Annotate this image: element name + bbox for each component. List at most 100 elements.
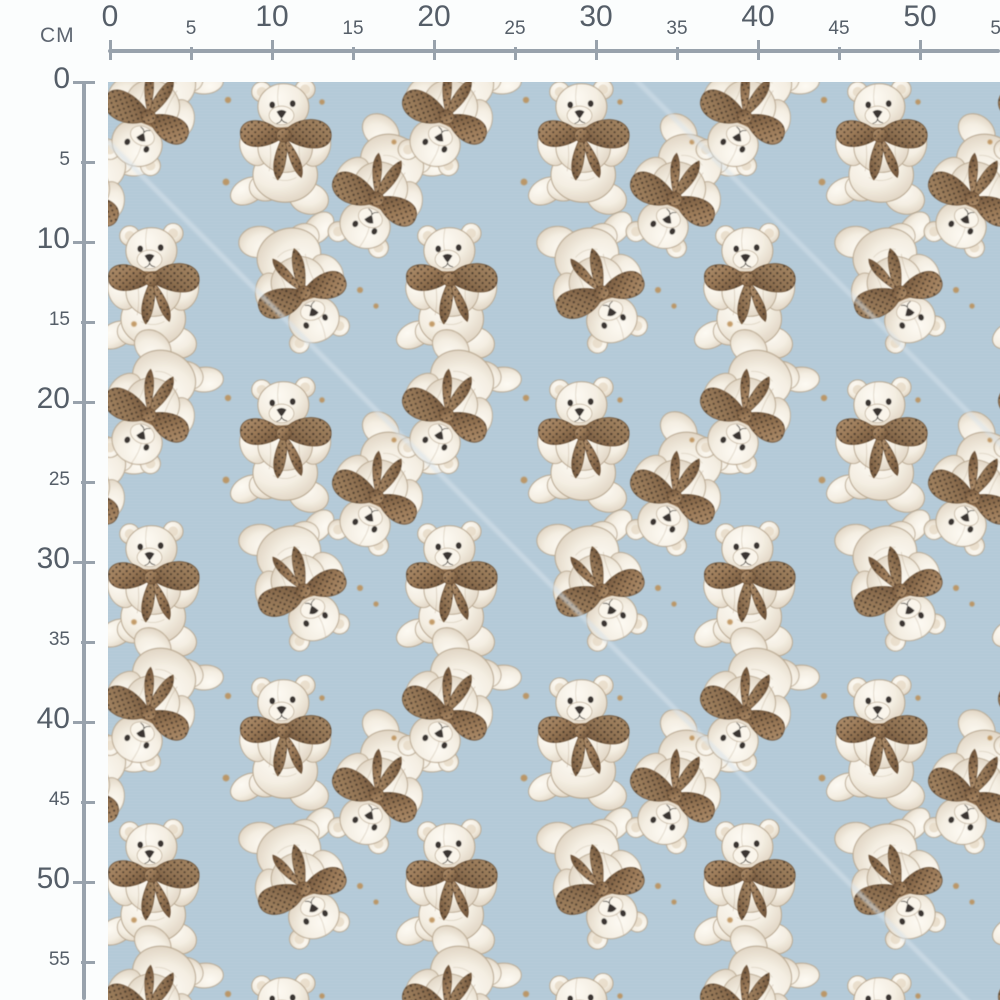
fabric-speck [224,692,232,700]
vertical-ruler-rail [82,82,86,1000]
fabric-speck [689,437,695,443]
fabric-speck [820,96,828,104]
teddy-bear-motif [327,113,452,259]
fabric-speck [131,321,137,327]
teddy-bear-motif [694,818,796,955]
horizontal-ruler-rail [108,49,1000,53]
ruler-label-v-15: 15 [48,309,70,330]
ruler-tick-h-35 [676,47,679,60]
fabric-speck [727,619,733,625]
ruler-tick-v-55 [81,961,95,964]
fabric-speck [520,476,528,484]
ruler-label-v-35: 35 [48,629,70,650]
ruler-tick-h-5 [190,47,193,60]
fabric-speck [915,397,921,403]
fabric-speck [391,437,397,443]
teddy-bear-motif [230,376,332,513]
ruler-label-h-15: 15 [342,18,364,39]
teddy-bear-motif [108,818,200,955]
teddy-bear-motif [992,916,1000,946]
fabric-speck [987,139,993,145]
teddy-bear-motif [826,674,928,811]
fabric-speck [522,990,530,998]
teddy-bear-layer [108,82,1000,1000]
ruler-label-h-50: 50 [903,0,937,33]
fabric-speck [969,601,975,607]
ruler-tick-v-15 [81,321,95,324]
fabric-speck [818,774,826,782]
fabric-speck [222,178,230,186]
ruler-label-h-0: 0 [101,0,119,33]
ruler-tick-v-20 [73,401,95,404]
fabric-speck [671,601,677,607]
teddy-bear-motif [108,222,200,359]
teddy-bear-motif [923,411,1000,557]
fabric-speck [820,990,828,998]
teddy-bear-motif [528,82,630,215]
fabric-speck [953,883,959,889]
fabric-speck [520,774,528,782]
ruler-tick-h-15 [352,47,355,60]
ruler-label-h-25: 25 [504,18,526,39]
ruler-label-h-55: 55 [990,18,1000,39]
ruler-tick-h-50 [919,40,922,60]
fabric-speck [655,585,661,591]
fabric-speck [319,695,325,701]
ruler-tick-h-20 [433,40,436,60]
teddy-bear-motif [397,329,522,475]
fabric-speck [915,99,921,105]
ruler-tick-v-35 [81,641,95,644]
fabric-speck [987,735,993,741]
fabric-speck [373,303,379,309]
ruler-label-h-10: 10 [255,0,289,33]
ruler-tick-v-0 [73,81,95,84]
teddy-bear-motif [238,807,350,950]
teddy-bear-motif [396,520,498,657]
teddy-bear-motif [695,329,820,475]
fabric-speck [969,303,975,309]
teddy-bear-motif [230,674,332,811]
teddy-bear-motif [108,520,200,657]
fabric-speck [131,619,137,625]
teddy-bear-motif [826,376,928,513]
teddy-bear-motif [528,674,630,811]
fabric-speck [915,695,921,701]
fabric-speck [655,287,661,293]
ruler-label-h-5: 5 [185,18,197,39]
teddy-bear-motif [251,972,316,1000]
ruler-unit-label: CM [40,24,75,47]
ruler-label-h-20: 20 [417,0,451,33]
ruler-tick-v-30 [73,561,95,564]
teddy-bear-motif [826,82,928,215]
fabric-speck [224,96,232,104]
teddy-bear-motif [536,807,648,950]
ruler-tick-v-5 [81,161,95,164]
ruler-label-h-40: 40 [741,0,775,33]
ruler-label-v-45: 45 [48,789,70,810]
fabric-speck [818,476,826,484]
ruler-tick-v-50 [73,881,95,884]
teddy-bear-motif [549,972,614,1000]
fabric-speck [727,917,733,923]
fabric-speck [655,883,661,889]
fabric-speck [617,397,623,403]
teddy-bear-motif [923,709,1000,855]
fabric-speck [522,394,530,402]
fabric-speck [224,990,232,998]
fabric-speck [429,321,435,327]
teddy-bear-motif [396,818,498,955]
fabric-speck [319,397,325,403]
teddy-bear-motif [834,509,946,652]
fabric-speck [319,993,325,999]
fabric-speck [969,899,975,905]
fabric-swatch-image [108,82,1000,1000]
ruler-label-v-55: 55 [48,949,70,970]
ruler-tick-v-10 [73,241,95,244]
teddy-bear-motif [992,320,1000,350]
fabric-speck [915,993,921,999]
fabric-speck [818,178,826,186]
ruler-tick-v-25 [81,481,95,484]
teddy-bear-motif [528,376,630,513]
fabric-speck [357,287,363,293]
ruler-tick-v-40 [73,721,95,724]
